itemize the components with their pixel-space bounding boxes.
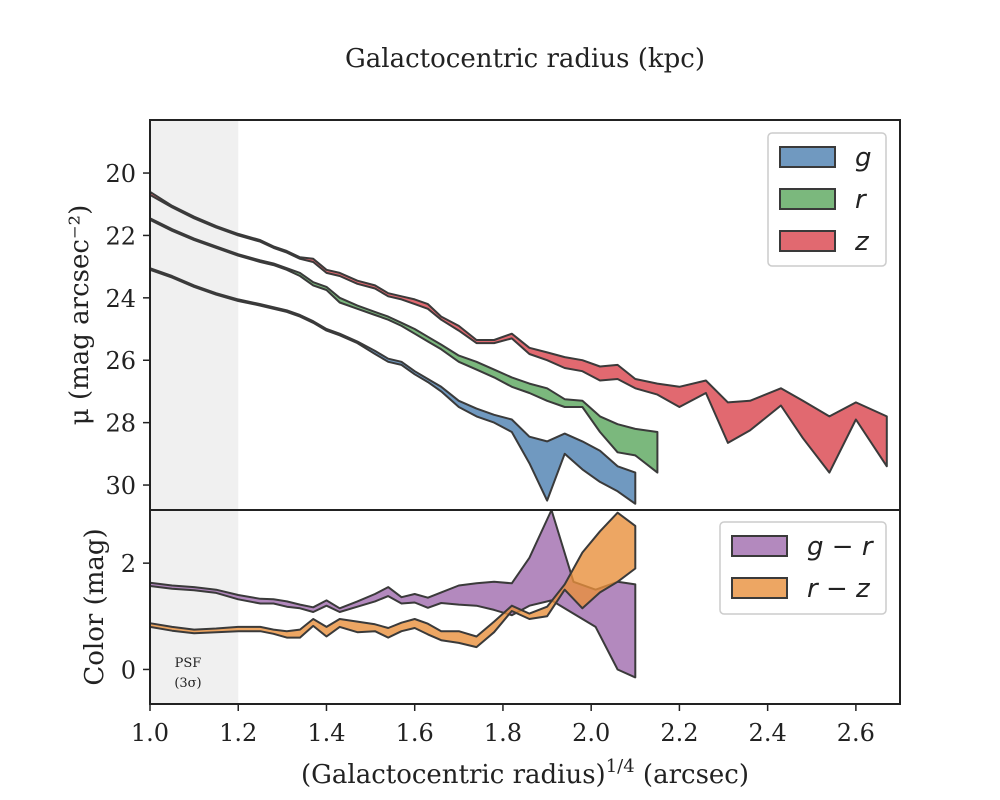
y-tick-label: 22 <box>105 222 136 250</box>
band-g <box>149 267 637 505</box>
x-tick-label: 1.0 <box>131 719 169 747</box>
psf-annotation-line1: PSF <box>175 656 202 671</box>
y-tick-label: 28 <box>105 410 136 438</box>
legend-bands: grz <box>767 132 887 267</box>
color-panel: 0 2 1.0 1.2 1.4 1.6 1.8 2.0 2.2 2.4 2.6 PSF (3σ) C… <box>80 509 901 790</box>
surface-brightness-panel: 20222426283051020305075100150200 Galacto… <box>65 44 901 511</box>
y-axis-label-color: Color (mag) <box>80 528 110 685</box>
y-axis-label-mu: μ (mag arcsec⁻²) <box>65 205 95 425</box>
x-tick-label: 2.4 <box>749 719 787 747</box>
legend-colors: g − r r − z <box>719 521 887 615</box>
x-tick-label: 1.2 <box>219 719 257 747</box>
legend-label-r-z: r − z <box>807 574 871 604</box>
y-tick-label: 20 <box>105 160 136 188</box>
band-r <box>149 217 659 474</box>
x-axis-label-exponent: 1/4 <box>606 756 635 777</box>
y-tick-label: 26 <box>105 347 136 375</box>
legend-swatch-z <box>779 230 836 252</box>
color-y-tick-label: 2 <box>121 550 136 578</box>
band-z <box>149 190 888 474</box>
x-tick-label: 1.6 <box>396 719 434 747</box>
x-axis-label-unit: (arcsec) <box>635 760 749 790</box>
x-axis-label-base: (Galactocentric radius) <box>301 760 606 790</box>
x-axis-label: (Galactocentric radius)1/4 (arcsec) <box>301 756 749 790</box>
legend-label-r: r <box>855 185 868 215</box>
band-g-r <box>149 509 637 679</box>
legend-label-g: g <box>855 143 872 173</box>
legend-swatch-r-z <box>731 577 788 599</box>
legend-label-g-r: g − r <box>807 532 875 562</box>
x-tick-label: 1.4 <box>307 719 345 747</box>
band-r-z <box>149 511 637 649</box>
psf-annotation-line2: (3σ) <box>174 676 201 691</box>
bottom-panel-frame <box>149 509 901 705</box>
psf-shaded-region-color <box>151 511 239 703</box>
top-axis-label: Galactocentric radius (kpc) <box>345 44 705 74</box>
x-tick-label: 1.8 <box>484 719 522 747</box>
x-tick-label: 2.0 <box>572 719 610 747</box>
color-y-tick-label: 0 <box>121 656 136 684</box>
y-tick-label: 30 <box>105 472 136 500</box>
legend-swatch-r <box>779 188 836 210</box>
legend-swatch-g-r <box>731 535 788 557</box>
y-tick-label: 24 <box>105 285 136 313</box>
psf-shaded-region <box>151 121 239 509</box>
legend-label-z: z <box>854 227 870 257</box>
legend-swatch-g <box>779 146 836 168</box>
x-tick-label: 2.2 <box>660 719 698 747</box>
x-tick-label: 2.6 <box>837 719 875 747</box>
